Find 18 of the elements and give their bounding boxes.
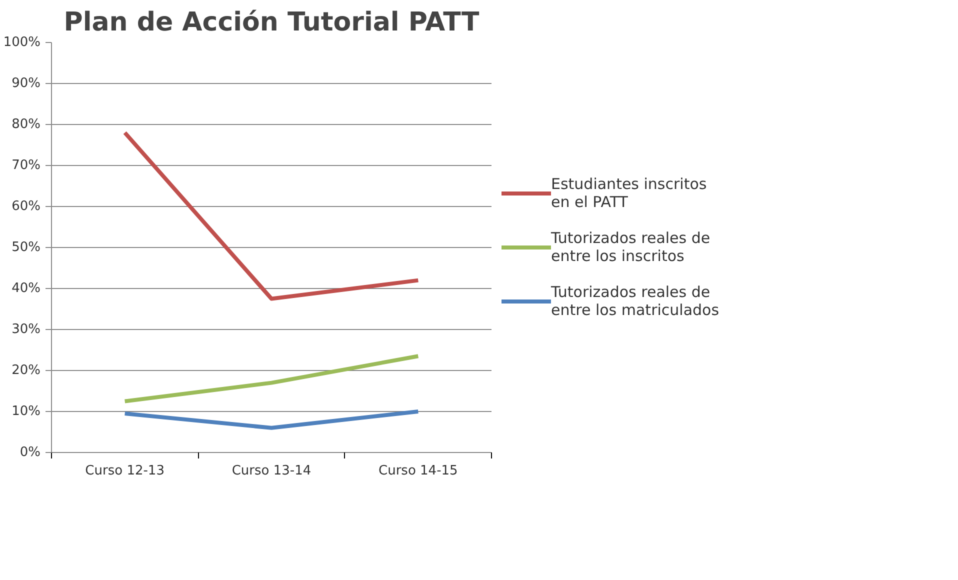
y-tick-label: 10% [12, 404, 41, 419]
chart-title: Plan de Acción Tutorial PATT [64, 8, 480, 38]
y-tick-label: 30% [12, 322, 41, 337]
y-tick-label: 40% [12, 281, 41, 296]
y-tick-label: 20% [12, 363, 41, 378]
legend-label: Tutorizados reales de entre los inscritos [551, 229, 710, 265]
y-tick-label: 0% [20, 445, 40, 460]
y-tick-label: 80% [12, 117, 41, 132]
legend-label: Estudiantes inscritos en el PATT [551, 175, 707, 211]
y-tick-label: 70% [12, 158, 41, 173]
y-tick-label: 60% [12, 199, 41, 214]
y-tick-label: 90% [12, 76, 41, 91]
x-tick-label: Curso 13-14 [232, 464, 312, 478]
y-tick-label: 100% [3, 35, 41, 50]
y-tick-label: 50% [12, 240, 41, 255]
legend-label: Tutorizados reales de entre los matriculados [551, 283, 720, 319]
x-tick-label: Curso 12-13 [85, 464, 164, 478]
x-tick-label: Curso 14-15 [378, 464, 458, 478]
